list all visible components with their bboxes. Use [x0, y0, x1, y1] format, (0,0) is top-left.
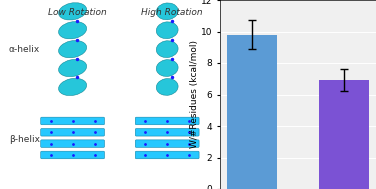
Ellipse shape [156, 60, 178, 76]
Ellipse shape [59, 22, 86, 39]
FancyBboxPatch shape [41, 140, 105, 147]
FancyBboxPatch shape [41, 117, 105, 125]
FancyBboxPatch shape [135, 117, 199, 125]
Bar [227, 35, 277, 189]
FancyBboxPatch shape [135, 140, 199, 147]
FancyBboxPatch shape [135, 129, 199, 136]
FancyBboxPatch shape [41, 129, 105, 136]
FancyBboxPatch shape [41, 151, 105, 159]
Text: Low Rotation: Low Rotation [48, 8, 106, 17]
Bar [318, 80, 369, 189]
Ellipse shape [156, 79, 178, 95]
Y-axis label: W/#Residues (kcal/mol): W/#Residues (kcal/mol) [191, 40, 200, 149]
Ellipse shape [156, 41, 178, 57]
Ellipse shape [59, 59, 86, 77]
Ellipse shape [59, 40, 86, 58]
Ellipse shape [59, 3, 86, 20]
Ellipse shape [59, 78, 86, 96]
Ellipse shape [156, 3, 178, 20]
Ellipse shape [156, 22, 178, 39]
Text: α-helix: α-helix [9, 45, 40, 54]
Text: β-helix: β-helix [9, 135, 40, 144]
FancyBboxPatch shape [135, 151, 199, 159]
Text: High Rotation: High Rotation [141, 8, 202, 17]
